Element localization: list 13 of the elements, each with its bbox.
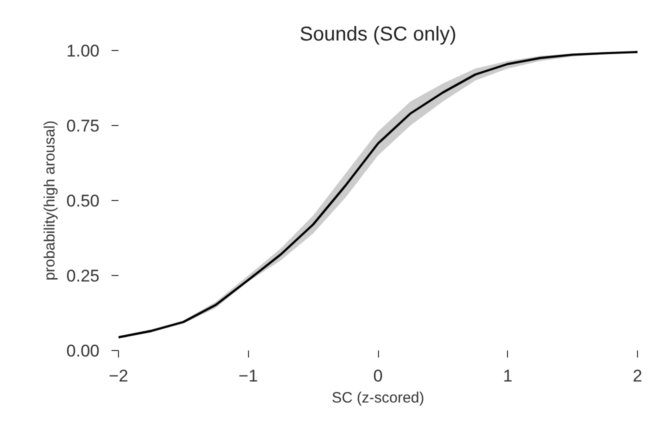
y-axis-title: probability(high arousal) — [41, 120, 58, 281]
x-axis-title: SC (z-scored) — [332, 390, 424, 406]
y-tick-label: 0.00 — [66, 342, 100, 360]
x-tick-label: 2 — [632, 366, 642, 386]
x-tick-label: −1 — [238, 366, 258, 386]
y-tick-label: 0.25 — [66, 266, 100, 286]
x-tick-label: −2 — [108, 366, 128, 386]
x-tick-label: 1 — [503, 366, 512, 386]
chart-title: Sounds (SC only) — [300, 24, 456, 46]
x-tick-label: 0 — [373, 366, 383, 386]
y-tick-label: 0.75 — [66, 116, 100, 136]
y-tick-label: 0.50 — [66, 192, 100, 210]
y-tick-label: 1.00 — [66, 42, 100, 60]
